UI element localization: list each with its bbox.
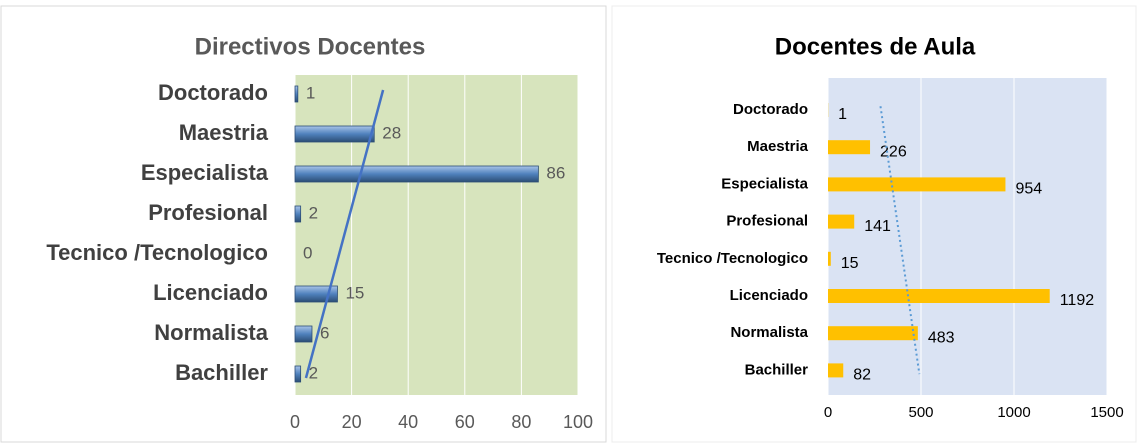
bar bbox=[295, 126, 374, 142]
category-label: Doctorado bbox=[158, 80, 268, 105]
bar bbox=[828, 252, 831, 266]
category-label: Maestria bbox=[747, 138, 809, 155]
x-tick-label: 20 bbox=[342, 412, 362, 432]
category-label: Tecnico /Tecnologico bbox=[46, 240, 268, 265]
category-label: Profesional bbox=[148, 200, 268, 225]
bar bbox=[828, 140, 870, 154]
bar bbox=[828, 177, 1005, 191]
value-label: 1 bbox=[306, 83, 315, 102]
x-tick-label: 500 bbox=[908, 404, 933, 421]
category-label: Licenciado bbox=[730, 287, 808, 304]
category-label: Tecnico /Tecnologico bbox=[657, 250, 808, 267]
category-label: Profesional bbox=[726, 213, 808, 230]
category-label: Bachiller bbox=[745, 361, 809, 378]
x-tick-label: 60 bbox=[455, 412, 475, 432]
category-label: Licenciado bbox=[153, 280, 268, 305]
bar bbox=[828, 326, 918, 340]
bar bbox=[295, 206, 301, 222]
value-label: 15 bbox=[841, 255, 859, 272]
value-label: 2 bbox=[309, 203, 318, 222]
x-tick-label: 100 bbox=[563, 412, 593, 432]
value-label: 1 bbox=[838, 106, 847, 123]
plot-area bbox=[295, 75, 578, 395]
category-label: Maestria bbox=[179, 120, 269, 145]
category-label: Especialista bbox=[721, 175, 808, 192]
category-label: Normalista bbox=[154, 320, 268, 345]
bar bbox=[295, 326, 312, 342]
x-tick-label: 40 bbox=[398, 412, 418, 432]
value-label: 86 bbox=[546, 163, 565, 182]
value-label: 6 bbox=[320, 323, 329, 342]
value-label: 483 bbox=[928, 329, 955, 346]
x-tick-label: 80 bbox=[511, 412, 531, 432]
chart-title: Docentes de Aula bbox=[775, 33, 976, 60]
x-tick-label: 1500 bbox=[1090, 404, 1123, 421]
bar bbox=[295, 86, 298, 102]
bar bbox=[295, 366, 301, 382]
value-label: 226 bbox=[880, 143, 907, 160]
bar bbox=[828, 215, 854, 229]
category-label: Especialista bbox=[141, 160, 269, 185]
x-tick-label: 0 bbox=[290, 412, 300, 432]
bar bbox=[295, 166, 538, 182]
category-label: Doctorado bbox=[733, 101, 808, 118]
value-label: 15 bbox=[345, 283, 364, 302]
chart-title: Directivos Docentes bbox=[195, 33, 426, 60]
category-label: Normalista bbox=[730, 324, 808, 341]
value-label: 1192 bbox=[1060, 292, 1095, 309]
value-label: 28 bbox=[382, 123, 401, 142]
bar bbox=[828, 363, 843, 377]
value-label: 141 bbox=[864, 218, 891, 235]
value-label: 0 bbox=[303, 243, 312, 262]
value-label: 954 bbox=[1015, 181, 1042, 198]
value-label: 82 bbox=[853, 367, 871, 384]
bar bbox=[828, 289, 1050, 303]
x-tick-label: 0 bbox=[824, 404, 832, 421]
category-label: Bachiller bbox=[175, 360, 268, 385]
plot-area bbox=[828, 78, 1107, 395]
x-tick-label: 1000 bbox=[997, 404, 1030, 421]
